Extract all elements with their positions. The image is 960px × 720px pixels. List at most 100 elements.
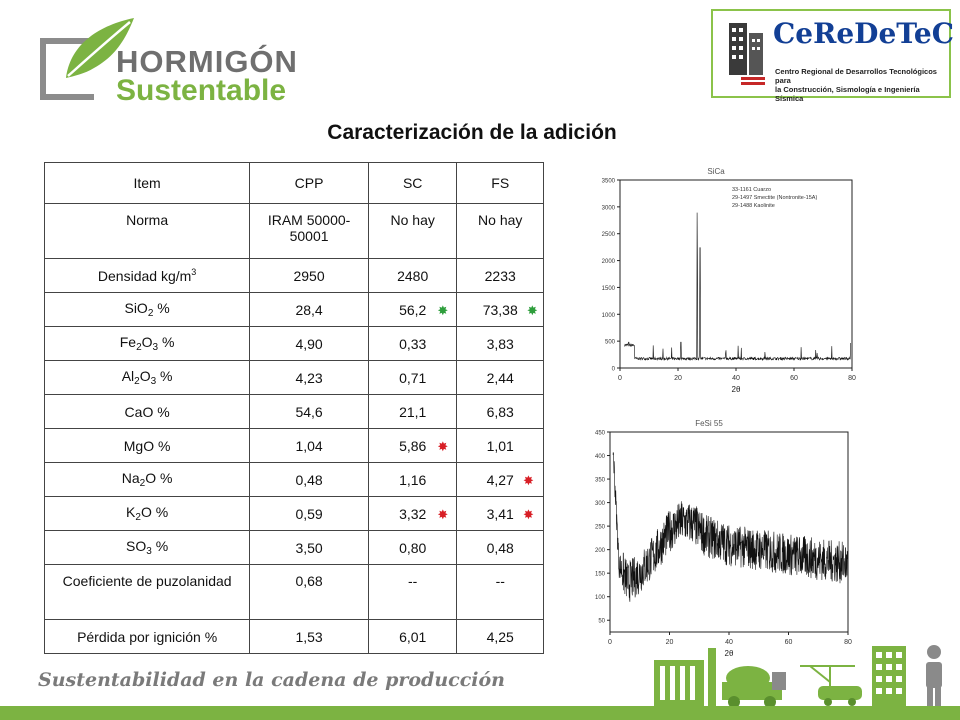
row-fs: 2,44	[456, 360, 544, 395]
ceredetec-subtitle: Centro Regional de Desarrollos Tecnológi…	[775, 67, 949, 103]
row-item: Norma	[43, 203, 251, 259]
item-text: %	[153, 300, 170, 316]
chart-title: FeSi 55	[695, 419, 723, 428]
row-fs: 1,01	[456, 428, 544, 463]
x-tick-label: 40	[732, 375, 740, 382]
y-tick-label: 450	[595, 431, 606, 437]
concrete-mixer-icon	[722, 666, 786, 708]
footer-slogan: Sustentabilidad en la cadena de producci…	[38, 669, 505, 691]
leaf-icon	[66, 18, 134, 78]
row-cpp: IRAM 50000-50001	[249, 203, 369, 259]
row-cpp: 54,6	[249, 394, 369, 429]
item-sub: 3	[150, 376, 157, 387]
legend-entry: 33-1161 Cuarzo	[732, 187, 771, 193]
header-cpp: CPP	[249, 162, 369, 204]
row-cpp: 3,50	[249, 530, 369, 565]
y-tick-label: 2500	[602, 232, 616, 238]
row-fs: 73,38 ✸	[456, 292, 544, 327]
row-fs: 0,48	[456, 530, 544, 565]
legend-entry: 29-1488 Kaolinite	[732, 203, 775, 209]
row-fs: --	[456, 564, 544, 620]
row-item: SO3 %	[43, 530, 251, 565]
red-marker-icon: ✸	[522, 472, 534, 488]
row-sc: --	[367, 564, 458, 620]
y-tick-label: 300	[595, 501, 606, 507]
x-tick-label: 0	[608, 639, 612, 646]
item-sub: 2	[135, 512, 141, 523]
item-sup: 3	[191, 267, 197, 277]
logo-line2: Sustentable	[116, 74, 287, 107]
x-axis-label: 2θ	[732, 385, 741, 394]
x-tick-label: 20	[674, 375, 682, 382]
row-cpp: 1,04	[249, 428, 369, 463]
x-tick-label: 0	[618, 375, 622, 382]
row-cpp: 0,59	[249, 496, 369, 531]
row-cpp: 2950	[249, 258, 369, 293]
row-sc: 6,01	[367, 619, 458, 654]
chart-title: SiCa	[707, 167, 725, 176]
y-tick-label: 3000	[602, 205, 616, 211]
row-item: SiO2 %	[43, 292, 251, 327]
series-line	[612, 452, 848, 602]
item-text: Fe	[119, 334, 137, 350]
ceredetec-logo: CeReDeTeC Centro Regional de Desarrollos…	[711, 9, 955, 103]
cell-value: 3,32	[399, 505, 427, 522]
row-sc: 0,33	[367, 326, 458, 361]
y-tick-label: 3500	[602, 179, 616, 185]
row-fs: 4,25	[456, 619, 544, 654]
person-icon	[926, 645, 942, 706]
ceredetec-brand: CeReDeTeC	[773, 17, 955, 50]
green-marker-icon: ✸	[526, 302, 538, 318]
y-tick-label: 350	[595, 478, 606, 484]
y-tick-label: 250	[595, 525, 606, 531]
cell-value: 73,38	[482, 301, 518, 318]
item-sub: 3	[146, 546, 152, 557]
y-tick-label: 100	[595, 595, 606, 601]
row-item: Coeficiente de puzolanidad	[43, 564, 251, 620]
cell-value: 3,41	[486, 505, 514, 522]
page-title: Caracterización de la adición	[327, 121, 617, 144]
car-icon	[818, 686, 862, 706]
row-item: Pérdida por ignición %	[43, 619, 251, 654]
cell-value: 5,86	[399, 437, 427, 454]
row-sc: 3,32 ✸	[367, 496, 458, 531]
row-sc: 1,16	[367, 462, 458, 497]
row-cpp: 0,48	[249, 462, 369, 497]
item-text: SO	[126, 538, 147, 554]
x-tick-label: 60	[785, 639, 793, 646]
item-text: K	[126, 504, 136, 520]
row-item: Fe2O3 %	[43, 326, 251, 361]
xrd-chart-fesi55: FeSi 55 0 20 40 60 80 50 100 150 200 250 300 350 400 4…	[588, 404, 860, 658]
table-header-row: Item CPP SC FS	[43, 162, 544, 204]
row-fs: 3,41 ✸	[456, 496, 544, 531]
item-text: O %	[140, 504, 169, 520]
x-tick-label: 80	[844, 639, 852, 646]
table-row: Na2O % 0,48 1,16 4,27 ✸	[43, 462, 544, 497]
row-sc: 0,71	[367, 360, 458, 395]
item-text: %	[151, 538, 169, 554]
red-marker-icon: ✸	[522, 506, 534, 522]
x-tick-label: 60	[790, 375, 798, 382]
red-marker-icon: ✸	[437, 506, 449, 522]
item-sub: 3	[152, 342, 159, 353]
table-row: CaO % 54,6 21,1 6,83	[43, 394, 544, 429]
row-cpp: 4,23	[249, 360, 369, 395]
row-item: K2O %	[43, 496, 251, 531]
x-tick-label: 20	[666, 639, 674, 646]
row-item: Densidad kg/m3	[43, 258, 251, 293]
row-sc: 2480	[367, 258, 458, 293]
green-marker-icon: ✸	[437, 302, 449, 318]
y-tick-label: 500	[605, 340, 616, 346]
item-text: Densidad kg/m	[97, 268, 192, 284]
row-item: CaO %	[43, 394, 251, 429]
row-fs: 4,27 ✸	[456, 462, 544, 497]
row-fs: 3,83	[456, 326, 544, 361]
footer-bar	[0, 706, 960, 720]
table-row: Al2O3 % 4,23 0,71 2,44	[43, 360, 544, 395]
table-row: Fe2O3 % 4,90 0,33 3,83	[43, 326, 544, 361]
y-tick-label: 50	[598, 619, 605, 625]
x-tick-label: 80	[848, 375, 856, 382]
table-row: SO3 % 3,50 0,80 0,48	[43, 530, 544, 565]
row-cpp: 0,68	[249, 564, 369, 620]
item-sub: 2	[147, 308, 154, 319]
